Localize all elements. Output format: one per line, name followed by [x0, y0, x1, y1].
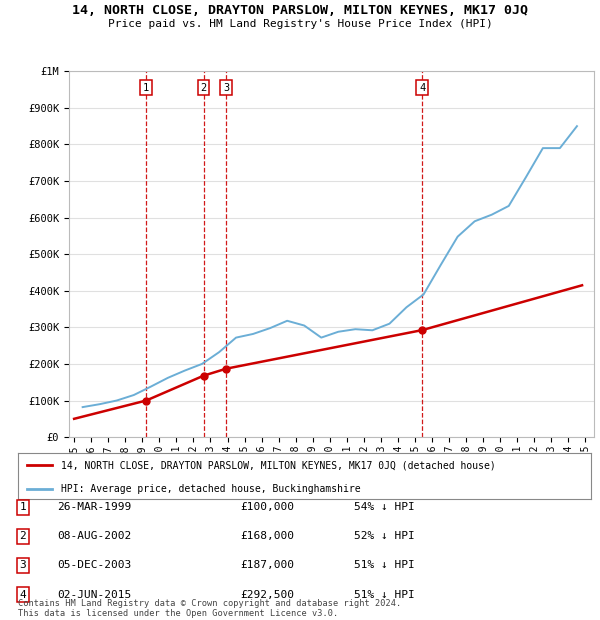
Text: 4: 4	[19, 590, 26, 600]
Text: 2: 2	[19, 531, 26, 541]
Text: 1: 1	[19, 502, 26, 512]
Text: £100,000: £100,000	[240, 502, 294, 512]
Text: 54% ↓ HPI: 54% ↓ HPI	[354, 502, 415, 512]
Text: 02-JUN-2015: 02-JUN-2015	[57, 590, 131, 600]
Text: 08-AUG-2002: 08-AUG-2002	[57, 531, 131, 541]
Text: 4: 4	[419, 82, 425, 93]
Text: 3: 3	[19, 560, 26, 570]
Text: £187,000: £187,000	[240, 560, 294, 570]
Text: 26-MAR-1999: 26-MAR-1999	[57, 502, 131, 512]
Text: 51% ↓ HPI: 51% ↓ HPI	[354, 560, 415, 570]
Text: £292,500: £292,500	[240, 590, 294, 600]
Text: Contains HM Land Registry data © Crown copyright and database right 2024.
This d: Contains HM Land Registry data © Crown c…	[18, 599, 401, 618]
Text: 52% ↓ HPI: 52% ↓ HPI	[354, 531, 415, 541]
Text: HPI: Average price, detached house, Buckinghamshire: HPI: Average price, detached house, Buck…	[61, 484, 361, 494]
Text: 1: 1	[143, 82, 149, 93]
Text: 2: 2	[200, 82, 207, 93]
Text: Price paid vs. HM Land Registry's House Price Index (HPI): Price paid vs. HM Land Registry's House …	[107, 19, 493, 29]
Text: 05-DEC-2003: 05-DEC-2003	[57, 560, 131, 570]
Text: £168,000: £168,000	[240, 531, 294, 541]
Text: 3: 3	[223, 82, 229, 93]
Text: 14, NORTH CLOSE, DRAYTON PARSLOW, MILTON KEYNES, MK17 0JQ: 14, NORTH CLOSE, DRAYTON PARSLOW, MILTON…	[72, 4, 528, 17]
Text: 14, NORTH CLOSE, DRAYTON PARSLOW, MILTON KEYNES, MK17 0JQ (detached house): 14, NORTH CLOSE, DRAYTON PARSLOW, MILTON…	[61, 460, 496, 470]
Text: 51% ↓ HPI: 51% ↓ HPI	[354, 590, 415, 600]
